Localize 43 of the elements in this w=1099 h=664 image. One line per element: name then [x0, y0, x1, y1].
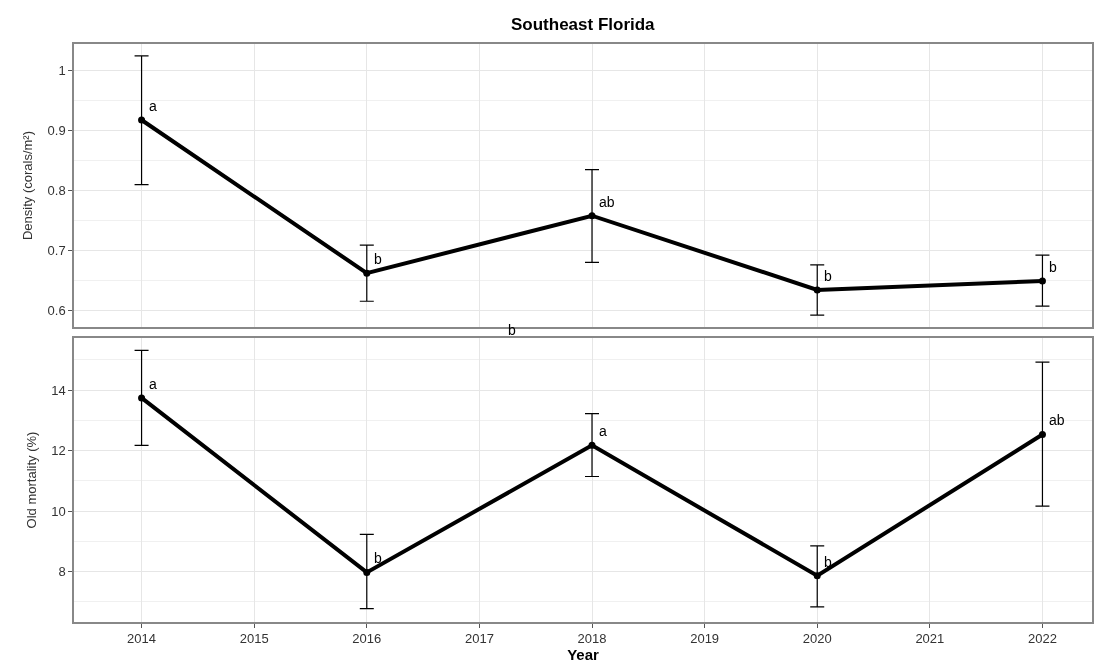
y-tick-label: 0.9 — [47, 123, 66, 139]
annotation: ab — [1049, 412, 1065, 428]
x-axis-title: Year — [567, 646, 600, 664]
x-tick-label: 2017 — [464, 631, 494, 647]
y-tick-label: 12 — [51, 443, 66, 459]
x-tick-label: 2021 — [915, 631, 945, 647]
annotation: b — [508, 322, 516, 338]
chart-title: Southeast Florida — [511, 15, 656, 34]
y-tick-label: 14 — [51, 382, 66, 398]
point — [138, 394, 146, 402]
point — [588, 441, 596, 449]
x-tick-label: 2022 — [1027, 631, 1057, 647]
point — [588, 212, 596, 220]
y-tick-label: 0.8 — [47, 183, 66, 199]
annotation: a — [599, 423, 607, 439]
point — [813, 286, 821, 294]
x-tick-label: 2019 — [690, 631, 720, 647]
y-tick-label: 0.6 — [47, 302, 66, 318]
y-tick-label: 8 — [58, 564, 66, 580]
annotation: ab — [599, 194, 615, 210]
point — [813, 572, 821, 580]
y-axis-title: Density (corals/m²) — [20, 130, 36, 241]
x-tick-label: 2018 — [577, 631, 607, 647]
x-tick-label: 2020 — [802, 631, 832, 647]
point — [363, 269, 371, 277]
point — [1038, 277, 1046, 285]
y-tick-label: 1 — [58, 63, 66, 79]
annotation: b — [824, 554, 832, 570]
annotation: a — [149, 376, 157, 392]
point — [1038, 430, 1046, 438]
x-tick-label: 2014 — [127, 631, 157, 647]
point — [138, 116, 146, 124]
annotation: b — [824, 268, 832, 284]
y-tick-label: 10 — [51, 503, 66, 519]
point — [363, 568, 371, 576]
annotation: b — [374, 251, 382, 267]
y-axis-title: Old mortality (%) — [23, 431, 39, 529]
y-tick-label: 0.7 — [47, 242, 66, 258]
x-tick-label: 2015 — [239, 631, 269, 647]
annotation: a — [149, 98, 157, 114]
annotation: b — [374, 550, 382, 566]
x-tick-label: 2016 — [352, 631, 382, 647]
annotation: b — [1049, 259, 1057, 275]
